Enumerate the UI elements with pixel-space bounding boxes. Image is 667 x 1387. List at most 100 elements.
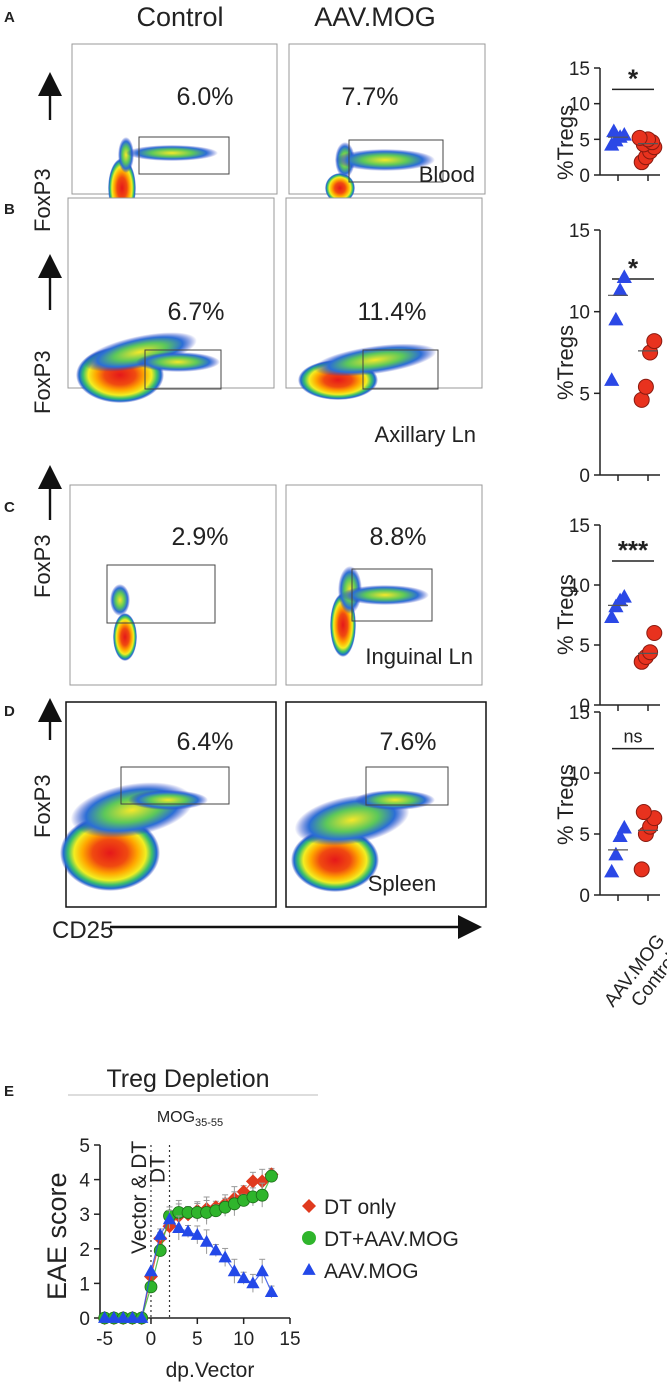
y-tick-label: 10 (569, 764, 590, 785)
pct-d-control: 6.4% (177, 728, 234, 756)
column-header-aav-mog: AAV.MOG (314, 2, 436, 32)
tissue-a: Blood (419, 162, 475, 187)
e-vline-label: Vector & DT (128, 1141, 151, 1254)
e-x-axis-label: dp.Vector (166, 1359, 255, 1382)
point-triangle (181, 1224, 195, 1237)
y-tick-label: 5 (579, 636, 590, 657)
point-triangle (209, 1243, 223, 1256)
pct-a-control: 6.0% (177, 83, 234, 111)
point-aav-mog (604, 372, 620, 386)
panel-label-a: A (4, 9, 15, 26)
point-triangle (162, 1212, 177, 1225)
e-vline-label: DT (147, 1155, 170, 1183)
y-axis-label: % Tregs (553, 574, 578, 655)
y-axis-label: %Tregs (553, 105, 578, 180)
e-y-axis-label: EAE score (42, 1172, 72, 1300)
facs-plot-b-control (67, 197, 275, 403)
e-x-tick-label: 0 (146, 1329, 157, 1350)
point-control (646, 333, 663, 350)
y-tick-label: 15 (569, 59, 590, 80)
panel-label-d: D (4, 703, 15, 720)
significance-label: * (628, 253, 639, 283)
y-tick-label: 15 (569, 516, 590, 537)
y-tick-label: 15 (569, 703, 590, 724)
e-y-tick-label: 4 (79, 1171, 90, 1192)
point-triangle (107, 1311, 121, 1323)
pct-c-aav: 8.8% (370, 523, 427, 551)
point-aav-mog (616, 819, 632, 834)
point-aav-mog (608, 846, 624, 861)
point-triangle (97, 1311, 112, 1323)
e-y-tick-label: 5 (79, 1136, 90, 1157)
pct-d-aav: 7.6% (380, 728, 437, 756)
point-circle (255, 1188, 269, 1202)
pct-c-control: 2.9% (172, 523, 229, 551)
e-title: Treg Depletion (106, 1065, 269, 1093)
point-triangle (255, 1264, 269, 1277)
point-triangle (264, 1285, 279, 1297)
point-control (635, 804, 652, 821)
legend-marker-dt-only (302, 1199, 316, 1213)
y-tick-label: 0 (579, 466, 590, 487)
y-tick-label: 10 (569, 95, 590, 116)
point-circle (265, 1169, 278, 1183)
point-aav-mog (604, 609, 620, 623)
point-control (642, 644, 659, 661)
y-tick-label: 15 (569, 221, 590, 242)
tregs-dot-plots: 0 5 10 15 %Tregs * 0 5 10 15 %Tregs * 0 5 10 15 % Tregs *… (553, 59, 663, 907)
panel-label-c: C (4, 499, 15, 516)
significance-label: ns (623, 727, 642, 747)
point-aav-mog (612, 282, 628, 297)
point-triangle (172, 1221, 186, 1233)
point-triangle (227, 1264, 242, 1277)
panel-label-e: E (4, 1083, 14, 1100)
y-axis-label: % Tregs (553, 764, 578, 845)
y-tick-label: 5 (579, 384, 590, 405)
significance-label: * (628, 63, 639, 93)
panel-label-b: B (4, 201, 15, 218)
y-tick-label: 10 (569, 576, 590, 597)
facs-plot-b-aav (285, 197, 483, 400)
tissue-d: Spleen (368, 871, 437, 896)
point-triangle (125, 1311, 140, 1323)
point-triangle (116, 1311, 130, 1323)
facs-plot-c-aav (285, 484, 483, 686)
point-aav-mog (616, 589, 632, 603)
y-tick-label: 0 (579, 696, 590, 717)
point-triangle (218, 1250, 232, 1263)
y-tick-label: 5 (579, 130, 590, 151)
e-series-aav-mog (97, 1209, 279, 1323)
point-aav-mog (616, 269, 632, 283)
e-subtitle: MOG35-55 (157, 1109, 223, 1129)
y-tick-label: 0 (579, 166, 590, 187)
column-header-control: Control (136, 2, 223, 32)
facs-plot-a-aav (288, 43, 486, 203)
dot-plot-c: 0 5 10 15 % Tregs *** (553, 516, 663, 717)
e-y-tick-label: 3 (79, 1205, 90, 1226)
legend-label: DT+AAV.MOG (324, 1228, 459, 1251)
facs-plot-d-aav (285, 701, 487, 908)
facs-plot-c-control (69, 484, 277, 686)
e-y-tick-label: 1 (79, 1274, 90, 1295)
foxp3-axis-label-b: FoxP3 (30, 350, 55, 414)
dot-plot-b: 0 5 10 15 %Tregs * (553, 221, 663, 487)
y-tick-label: 10 (569, 303, 590, 324)
point-triangle (153, 1227, 167, 1240)
point-control (633, 861, 650, 878)
legend-marker-dt-aav-mog (302, 1231, 316, 1245)
point-aav-mog (608, 311, 624, 326)
point-control (637, 378, 654, 395)
legend-label: AAV.MOG (324, 1260, 419, 1283)
y-axis-label: %Tregs (553, 325, 578, 400)
point-triangle (237, 1271, 251, 1284)
e-x-tick-label: 5 (192, 1329, 203, 1350)
point-control (631, 129, 648, 146)
point-aav-mog (606, 123, 622, 138)
facs-plot-a-control (71, 43, 278, 218)
y-tick-label: 5 (579, 825, 590, 846)
point-triangle (144, 1264, 158, 1277)
pct-a-aav: 7.7% (342, 83, 399, 111)
point-diamond (245, 1174, 260, 1189)
